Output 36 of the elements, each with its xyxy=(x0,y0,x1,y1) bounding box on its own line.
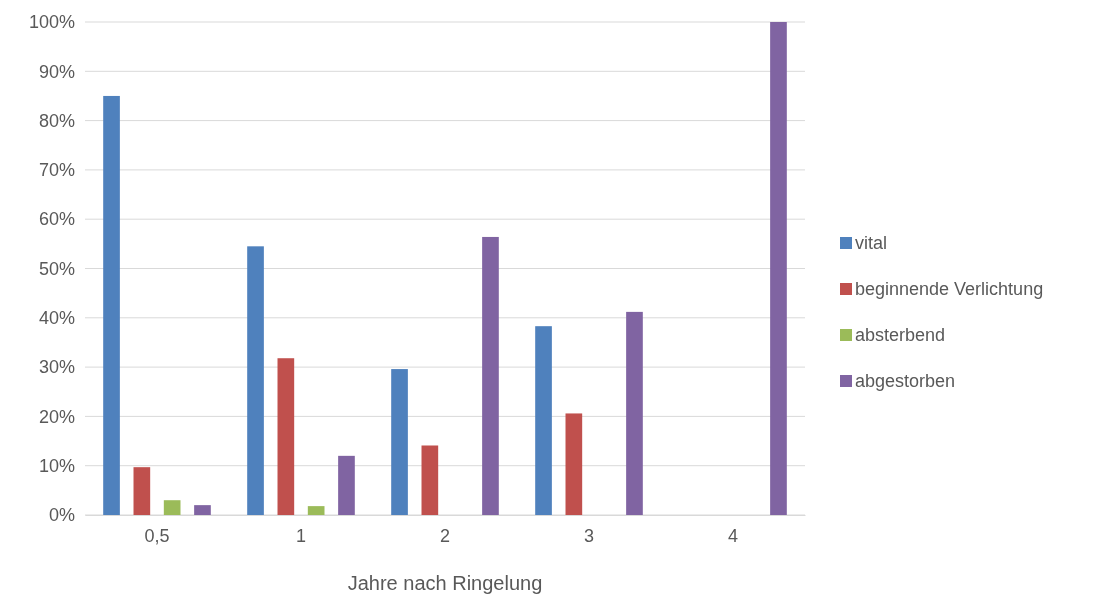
bar xyxy=(565,413,583,515)
y-tick-label: 90% xyxy=(38,61,75,82)
y-tick-label: 40% xyxy=(38,308,75,329)
y-tick-label: 0% xyxy=(48,505,75,526)
bar xyxy=(307,506,325,515)
y-tick-label: 30% xyxy=(38,357,75,378)
x-tick-label: 0,5 xyxy=(144,525,170,546)
bar xyxy=(163,500,181,515)
legend-label: abgestorben xyxy=(855,371,956,391)
bar xyxy=(247,246,264,515)
bar xyxy=(482,236,499,515)
bar xyxy=(391,369,408,515)
bar xyxy=(626,311,643,515)
x-tick-label: 2 xyxy=(439,525,451,546)
y-tick-label: 100% xyxy=(28,12,75,33)
bar xyxy=(338,455,355,515)
y-tick-label: 80% xyxy=(38,110,75,131)
bar xyxy=(277,358,295,515)
legend-label: vital xyxy=(855,233,888,253)
bar xyxy=(770,22,787,515)
legend-label: absterbend xyxy=(855,325,946,345)
bar xyxy=(535,326,552,515)
x-tick-label: 4 xyxy=(727,525,739,546)
y-tick-label: 70% xyxy=(38,160,75,181)
bar xyxy=(133,467,151,515)
y-tick-label: 10% xyxy=(38,455,75,476)
y-tick-label: 20% xyxy=(38,406,75,427)
x-tick-label: 1 xyxy=(295,525,307,546)
x-axis-title: Jahre nach Ringelung xyxy=(347,572,543,594)
y-tick-label: 60% xyxy=(38,209,75,230)
y-tick-label: 50% xyxy=(38,258,75,279)
bar xyxy=(421,445,439,515)
bar xyxy=(194,505,211,515)
x-tick-label: 3 xyxy=(583,525,595,546)
bar xyxy=(103,95,120,515)
legend-label: beginnende Verlichtung xyxy=(855,279,1044,299)
